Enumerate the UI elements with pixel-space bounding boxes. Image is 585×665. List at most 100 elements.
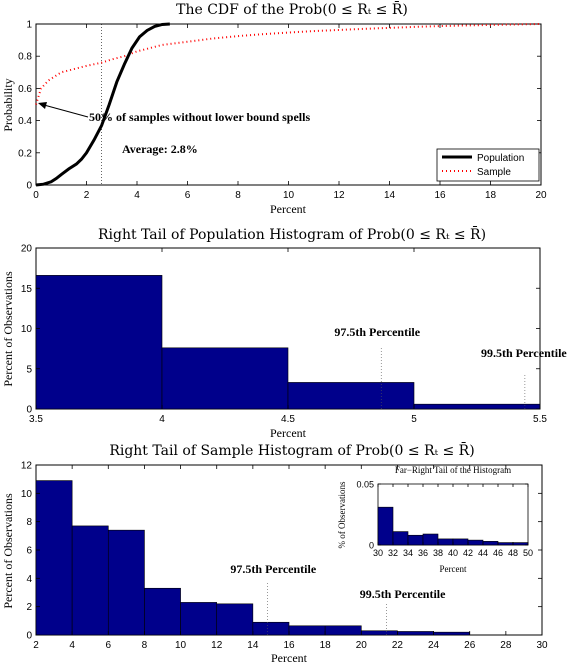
population-x-tick-label: 4.5 xyxy=(281,414,295,425)
sample-y-tick-label: 6 xyxy=(26,546,32,557)
cdf-y-tick-label: 0 xyxy=(26,181,32,192)
population-percentile-label: 99.5th Percentile xyxy=(481,346,567,360)
sample-bar xyxy=(252,621,290,636)
inset-x-label: Percent xyxy=(440,564,467,574)
sample-x-tick-label: 16 xyxy=(283,640,295,651)
cdf-y-tick-label: 0.8 xyxy=(18,52,32,63)
cdf-chart: The CDF of the Prob(0 ≤ Rₜ ≤ R̄) 0 2 4 6 8 10… xyxy=(1,0,547,216)
population-bar xyxy=(287,382,415,410)
inset-x-tick-label: 36 xyxy=(418,548,428,558)
inset-x-tick-label: 46 xyxy=(493,548,503,558)
sample-x-tick-label: 12 xyxy=(211,640,223,651)
sample-x-tick-label: 24 xyxy=(428,640,440,651)
cdf-x-tick-label: 4 xyxy=(134,190,140,201)
legend-population-label: Population xyxy=(477,153,524,164)
sample-percentiles: 97.5th Percentile 99.5th Percentile xyxy=(230,562,446,635)
cdf-x-tick-label: 14 xyxy=(384,190,396,201)
population-x-tick-label: 5 xyxy=(411,414,417,425)
cdf-y-tick-label: 0.6 xyxy=(18,84,32,95)
cdf-legend: Population Sample xyxy=(436,148,540,182)
sample-x-tick-label: 10 xyxy=(175,640,187,651)
inset-x-tick-label: 48 xyxy=(508,548,518,558)
inset-bar xyxy=(422,533,439,546)
inset-x-ticks: 30 32 34 36 38 40 42 44 46 48 50 xyxy=(373,484,533,558)
population-y-tick-label: 15 xyxy=(21,284,33,295)
sample-bar xyxy=(144,587,181,636)
sample-x-ticks: 2 4 6 8 10 12 14 16 18 20 22 24 26 28 30 xyxy=(33,465,548,651)
population-x-ticks: 3.5 4 4.5 5 5.5 xyxy=(29,248,547,425)
cdf-x-tick-label: 18 xyxy=(485,190,497,201)
sample-x-tick-label: 30 xyxy=(536,640,548,651)
inset-bar xyxy=(377,506,394,546)
inset-x-tick-label: 40 xyxy=(448,548,458,558)
cdf-annotation-no-lower-bound: 50% of samples without lower bound spell… xyxy=(89,110,310,124)
sample-bar xyxy=(397,631,434,636)
cdf-y-label: Probability xyxy=(1,78,15,131)
cdf-x-tick-label: 0 xyxy=(33,190,39,201)
sample-x-tick-label: 2 xyxy=(33,640,39,651)
sample-bars xyxy=(35,480,471,636)
population-y-tick-label: 5 xyxy=(26,364,32,375)
population-x-tick-label: 5.5 xyxy=(533,414,547,425)
sample-bar xyxy=(360,630,398,636)
cdf-x-ticks: 0 2 4 6 8 10 12 14 16 18 20 xyxy=(33,24,547,201)
inset-bar xyxy=(437,538,454,546)
cdf-arrow xyxy=(38,102,89,118)
population-percentiles: 97.5th Percentile 99.5th Percentile xyxy=(334,325,567,409)
population-bars xyxy=(35,275,541,410)
inset-x-tick-label: 42 xyxy=(463,548,473,558)
sample-x-tick-label: 18 xyxy=(320,640,332,651)
sample-bar xyxy=(180,602,218,636)
population-histogram-title: Right Tail of Population Histogram of Pr… xyxy=(98,225,486,243)
sample-bar xyxy=(71,525,109,636)
cdf-x-label: Percent xyxy=(270,202,307,216)
inset-y-tick-label: 0.05 xyxy=(356,480,374,490)
far-right-tail-inset: Far−Right Tail of the Histogram 30 32 34 36… xyxy=(337,465,533,574)
cdf-x-tick-label: 6 xyxy=(185,190,191,201)
inset-x-tick-label: 34 xyxy=(403,548,413,558)
population-percentile-label: 97.5th Percentile xyxy=(334,325,420,339)
legend-sample-label: Sample xyxy=(477,167,511,178)
population-x-tick-label: 4 xyxy=(159,414,165,425)
population-bar xyxy=(413,403,541,410)
sample-x-tick-label: 4 xyxy=(69,640,75,651)
cdf-y-tick-label: 1 xyxy=(26,20,32,31)
sample-y-label: Percent of Observations xyxy=(1,493,15,609)
cdf-x-tick-label: 12 xyxy=(333,190,345,201)
population-y-ticks: 0 5 10 15 20 xyxy=(21,244,540,416)
sample-y-tick-label: 10 xyxy=(21,489,33,500)
inset-y-tick-label: 0 xyxy=(369,541,374,551)
sample-x-label: Percent xyxy=(271,651,308,665)
cdf-x-tick-label: 2 xyxy=(84,190,90,201)
population-y-tick-label: 0 xyxy=(26,405,32,416)
sample-y-tick-label: 8 xyxy=(26,517,32,528)
sample-bar xyxy=(288,625,326,636)
sample-histogram: Right Tail of Sample Histogram of Prob(0… xyxy=(1,441,548,665)
sample-histogram-title: Right Tail of Sample Histogram of Prob(0… xyxy=(109,441,474,459)
population-y-tick-label: 20 xyxy=(21,244,33,255)
population-histogram: Right Tail of Population Histogram of Pr… xyxy=(1,225,567,440)
inset-y-ticks: 00.05 xyxy=(356,480,528,551)
sample-bar xyxy=(35,480,73,636)
population-x-tick-label: 3.5 xyxy=(29,414,43,425)
sample-y-ticks: 0 2 46 8 10 12 xyxy=(21,461,542,642)
sample-bar xyxy=(433,631,471,636)
sample-percentile-label: 97.5th Percentile xyxy=(230,562,316,576)
inset-bar xyxy=(407,534,424,546)
inset-bar xyxy=(467,539,484,546)
sample-x-tick-label: 20 xyxy=(356,640,368,651)
inset-bar xyxy=(452,538,469,546)
population-bar xyxy=(35,275,163,410)
sample-percentile-label: 99.5th Percentile xyxy=(360,587,446,601)
inset-bar xyxy=(497,542,514,546)
population-bar xyxy=(161,347,289,410)
cdf-population-line xyxy=(35,22,170,187)
sample-x-tick-label: 22 xyxy=(392,640,404,651)
sample-y-tick-label: 12 xyxy=(21,461,33,472)
cdf-x-tick-label: 8 xyxy=(235,190,241,201)
sample-y-tick-label: 2 xyxy=(26,602,32,613)
sample-bar xyxy=(216,603,254,636)
inset-x-tick-label: 38 xyxy=(433,548,443,558)
inset-y-label: % of Observations xyxy=(337,481,347,548)
